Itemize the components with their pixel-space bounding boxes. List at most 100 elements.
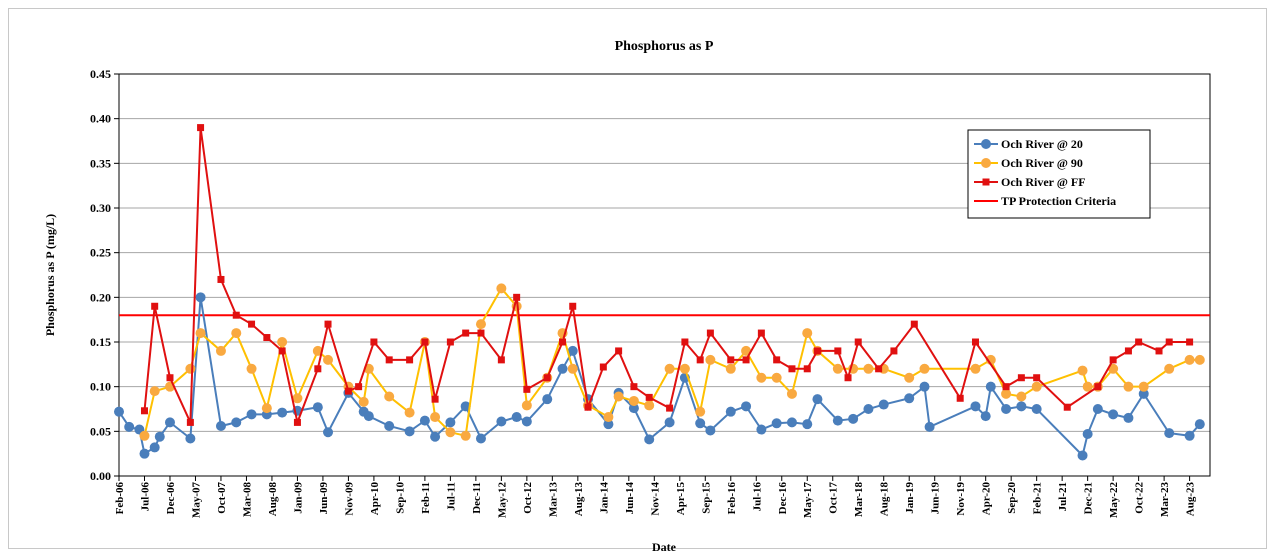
x-tick-label: Oct-07 <box>216 482 228 514</box>
legend-label: Och River @ 20 <box>1001 137 1083 151</box>
marker <box>521 416 532 427</box>
plot-area <box>118 73 1211 477</box>
marker <box>344 387 352 395</box>
marker <box>666 404 674 412</box>
marker <box>384 420 395 431</box>
marker <box>832 363 843 374</box>
marker <box>312 402 323 413</box>
marker <box>584 403 592 411</box>
marker <box>197 124 205 132</box>
marker <box>1194 354 1205 365</box>
marker <box>603 419 614 430</box>
y-tick-label: 0.30 <box>90 201 111 215</box>
marker <box>788 365 796 373</box>
marker <box>727 356 735 364</box>
marker <box>705 425 716 436</box>
x-tick-label: Oct-17 <box>828 482 840 514</box>
marker <box>404 407 415 418</box>
x-tick-label: Oct-12 <box>522 482 534 514</box>
marker <box>404 426 415 437</box>
x-tick-label: Mar-08 <box>241 482 253 518</box>
marker <box>1108 363 1119 374</box>
marker <box>421 338 429 346</box>
marker <box>475 433 486 444</box>
x-tick-label: Apr-20 <box>981 482 993 516</box>
marker <box>924 421 935 432</box>
marker <box>277 337 288 347</box>
legend-label: Och River @ FF <box>1001 175 1086 189</box>
marker <box>1164 363 1175 374</box>
marker <box>314 365 322 373</box>
marker <box>1077 365 1088 376</box>
x-tick-label: Feb-21 <box>1032 482 1044 514</box>
y-tick-label: 0.40 <box>90 112 111 126</box>
legend-label: Och River @ 90 <box>1001 156 1083 170</box>
y-axis-label: Phosphorus as P (mg/L) <box>43 214 57 336</box>
x-tick-label: Jan-09 <box>292 482 304 514</box>
marker <box>771 372 782 383</box>
marker <box>756 372 767 383</box>
marker <box>812 394 823 405</box>
marker <box>1063 403 1071 411</box>
marker <box>460 430 471 441</box>
marker <box>802 328 813 339</box>
marker <box>1165 338 1173 346</box>
marker <box>1001 404 1012 414</box>
marker <box>114 406 124 417</box>
chart-title: Phosphorus as P <box>615 39 714 54</box>
marker <box>630 383 638 391</box>
marker <box>628 403 639 414</box>
x-tick-label: Jun-14 <box>624 482 636 515</box>
marker <box>813 347 821 355</box>
x-tick-label: Nov-09 <box>343 482 355 516</box>
marker <box>511 412 522 423</box>
marker <box>185 363 196 374</box>
x-tick-label: Nov-19 <box>955 482 967 516</box>
marker <box>246 409 257 420</box>
x-tick-label: Oct-22 <box>1134 482 1146 514</box>
marker <box>446 338 454 346</box>
marker <box>645 393 653 401</box>
marker <box>1082 381 1093 392</box>
x-tick-label: Dec-06 <box>165 482 177 515</box>
marker <box>166 374 174 382</box>
y-tick-label: 0.15 <box>90 335 111 349</box>
marker <box>496 416 507 427</box>
marker <box>681 338 689 346</box>
x-tick-label: Jul-21 <box>1057 482 1069 511</box>
marker <box>164 417 175 428</box>
marker <box>293 418 301 426</box>
marker <box>1138 381 1149 392</box>
marker <box>1016 401 1027 412</box>
x-tick-label: Apr-15 <box>675 482 687 516</box>
x-tick-label: Mar-18 <box>853 482 865 518</box>
marker <box>802 419 813 430</box>
x-tick-label: Sep-20 <box>1006 482 1018 514</box>
x-tick-label: Jun-19 <box>930 482 942 515</box>
x-tick-label: Nov-14 <box>649 482 661 516</box>
y-tick-label: 0.10 <box>90 380 111 394</box>
marker <box>323 354 334 365</box>
x-tick-label: Feb-06 <box>114 482 126 515</box>
marker <box>854 338 862 346</box>
x-tick-label: Sep-10 <box>394 482 406 514</box>
marker <box>384 391 395 402</box>
x-tick-label: May-22 <box>1108 482 1120 519</box>
marker <box>1094 383 1102 391</box>
marker <box>232 311 240 319</box>
marker <box>140 407 148 415</box>
legend-marker <box>982 178 990 186</box>
marker <box>615 347 623 355</box>
marker <box>1033 374 1041 382</box>
marker <box>215 345 226 356</box>
x-tick-label: Mar-13 <box>547 482 559 518</box>
x-tick-label: Jul-11 <box>445 482 457 511</box>
x-axis-label: Date <box>652 540 677 554</box>
marker <box>706 329 714 337</box>
legend-marker <box>981 139 991 149</box>
marker <box>696 356 704 364</box>
x-tick-label: Jul-16 <box>751 482 763 512</box>
x-tick-label: Aug-23 <box>1185 482 1197 517</box>
marker <box>1184 430 1195 441</box>
marker <box>185 433 196 444</box>
